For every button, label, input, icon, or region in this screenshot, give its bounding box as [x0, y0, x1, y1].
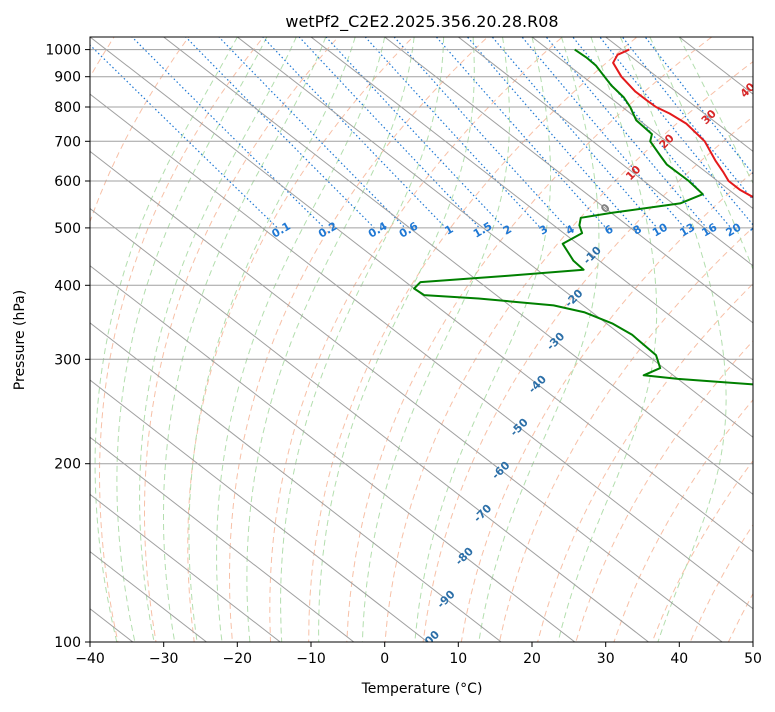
mixing-ratio-label: 16	[699, 220, 719, 239]
isotherm-label: 10	[623, 163, 643, 183]
mixing-ratio-label: 0.1	[269, 220, 292, 241]
dry-adiabat-line	[569, 25, 775, 669]
mixing-ratio-line	[315, 25, 504, 228]
isotherm-label: -90	[434, 587, 457, 610]
moist-adiabat-line	[95, 37, 237, 642]
dry-adiabat-line	[270, 25, 576, 669]
moist-adiabat-line	[558, 37, 657, 642]
mixing-ratio-line	[636, 25, 775, 228]
dry-adiabat-line	[230, 25, 501, 669]
moist-adiabat-line	[217, 37, 385, 642]
y-tick-label: 800	[54, 100, 81, 116]
mixing-ratio-label: 10	[650, 220, 670, 239]
x-axis-label: Temperature (°C)	[361, 681, 483, 697]
isotherm-line	[738, 25, 775, 669]
isotherm-line	[664, 25, 775, 669]
mixing-ratio-label: 1	[442, 223, 455, 238]
plot-area: 0.10.20.40.611.52346810131620253036-100-…	[0, 25, 775, 669]
isotherm-label: -10	[581, 243, 604, 266]
isotherm-line	[222, 25, 775, 669]
chart-title: wetPf2_C2E2.2025.356.20.28.R08	[285, 12, 558, 32]
y-tick-label: 700	[54, 134, 81, 150]
isotherm-line	[443, 25, 775, 669]
x-tick-label: 30	[597, 651, 615, 667]
mixing-ratio-label: 0.4	[366, 219, 390, 240]
dry-adiabats	[4, 25, 775, 669]
moist-adiabat-line	[650, 37, 775, 642]
dry-adiabat-line	[754, 25, 775, 669]
x-tick-label: 40	[670, 651, 688, 667]
moist-adiabat-line	[415, 37, 551, 642]
x-tick-label: 20	[523, 651, 541, 667]
mixing-ratio-line	[120, 25, 324, 228]
mixing-ratio-lines	[70, 25, 775, 228]
mixing-ratio-label: 8	[631, 223, 644, 238]
x-tick-label: −20	[223, 651, 253, 667]
y-tick-label: 400	[54, 278, 81, 294]
isotherm-line	[75, 25, 775, 669]
y-tick-label: 100	[54, 635, 81, 651]
dry-adiabat-line	[145, 25, 350, 669]
mixing-ratio-label: 6	[602, 222, 615, 237]
mixing-ratio-line	[70, 25, 278, 228]
mixing-ratio-line	[355, 25, 541, 228]
dry-adiabat-line	[346, 25, 727, 669]
moist-adiabat-line	[281, 37, 444, 642]
plot-frame	[90, 37, 753, 642]
isotherm-label: -80	[453, 544, 476, 567]
dry-adiabat-line	[606, 25, 775, 669]
x-tick-label: −10	[296, 651, 326, 667]
mixing-ratio-line	[207, 25, 405, 228]
moist-adiabats	[95, 37, 775, 642]
y-tick-label: 500	[54, 221, 81, 237]
isotherms	[0, 25, 775, 669]
y-tick-label: 1000	[45, 43, 81, 59]
mixing-ratio-label: 1.5	[471, 220, 494, 241]
x-tick-label: −30	[149, 651, 179, 667]
y-tick-label: 900	[54, 70, 81, 86]
isotherm-label: -20	[562, 286, 585, 309]
moist-adiabat-line	[479, 37, 599, 642]
dry-adiabat-line	[717, 25, 775, 669]
isotherm-label: -50	[508, 415, 531, 438]
y-axis: 100 200 300 400 500 600 700 800 900 1000	[45, 43, 90, 651]
y-axis-label: Pressure (hPa)	[12, 290, 28, 390]
moist-adiabat-line	[679, 37, 775, 642]
pressure-gridlines	[90, 50, 753, 642]
y-tick-label: 600	[54, 174, 81, 190]
moist-adiabat-line	[319, 37, 475, 642]
isotherm-line	[0, 25, 462, 669]
isotherm-line	[148, 25, 775, 669]
mixing-ratio-line	[426, 25, 606, 228]
mixing-ratio-line	[384, 25, 568, 228]
x-tick-label: 10	[449, 651, 467, 667]
x-tick-label: 50	[744, 651, 762, 667]
mixing-ratio-label: 25	[748, 221, 768, 240]
mixing-ratio-label: 2	[501, 223, 514, 238]
mixing-ratio-label: 3	[537, 223, 550, 238]
isotherm-label: -30	[544, 329, 567, 352]
x-axis: −40 −30 −20 −10 0 10 20 30 40 50	[75, 642, 762, 667]
y-tick-label: 300	[54, 352, 81, 368]
moist-adiabat-line	[117, 37, 267, 642]
temperature-profile-line	[613, 50, 775, 642]
mixing-ratio-label: 30	[769, 220, 775, 239]
isotherm-label: -40	[526, 372, 549, 395]
dry-adiabat-line	[188, 25, 425, 669]
isotherm-label: -60	[489, 458, 512, 481]
mixing-ratio-label: 4	[564, 222, 577, 237]
mixing-ratio-line	[288, 25, 479, 228]
dry-adiabat-line	[494, 25, 775, 669]
x-tick-label: −40	[75, 651, 105, 667]
dry-adiabat-line	[680, 25, 775, 669]
y-tick-label: 200	[54, 457, 81, 473]
mixing-ratio-line	[482, 25, 657, 228]
isotherm-label: -70	[471, 501, 494, 524]
mixing-ratio-line	[457, 25, 634, 228]
isotherm-label: 40	[738, 80, 758, 100]
x-tick-label: 0	[380, 651, 389, 667]
mixing-ratio-line	[174, 25, 374, 228]
